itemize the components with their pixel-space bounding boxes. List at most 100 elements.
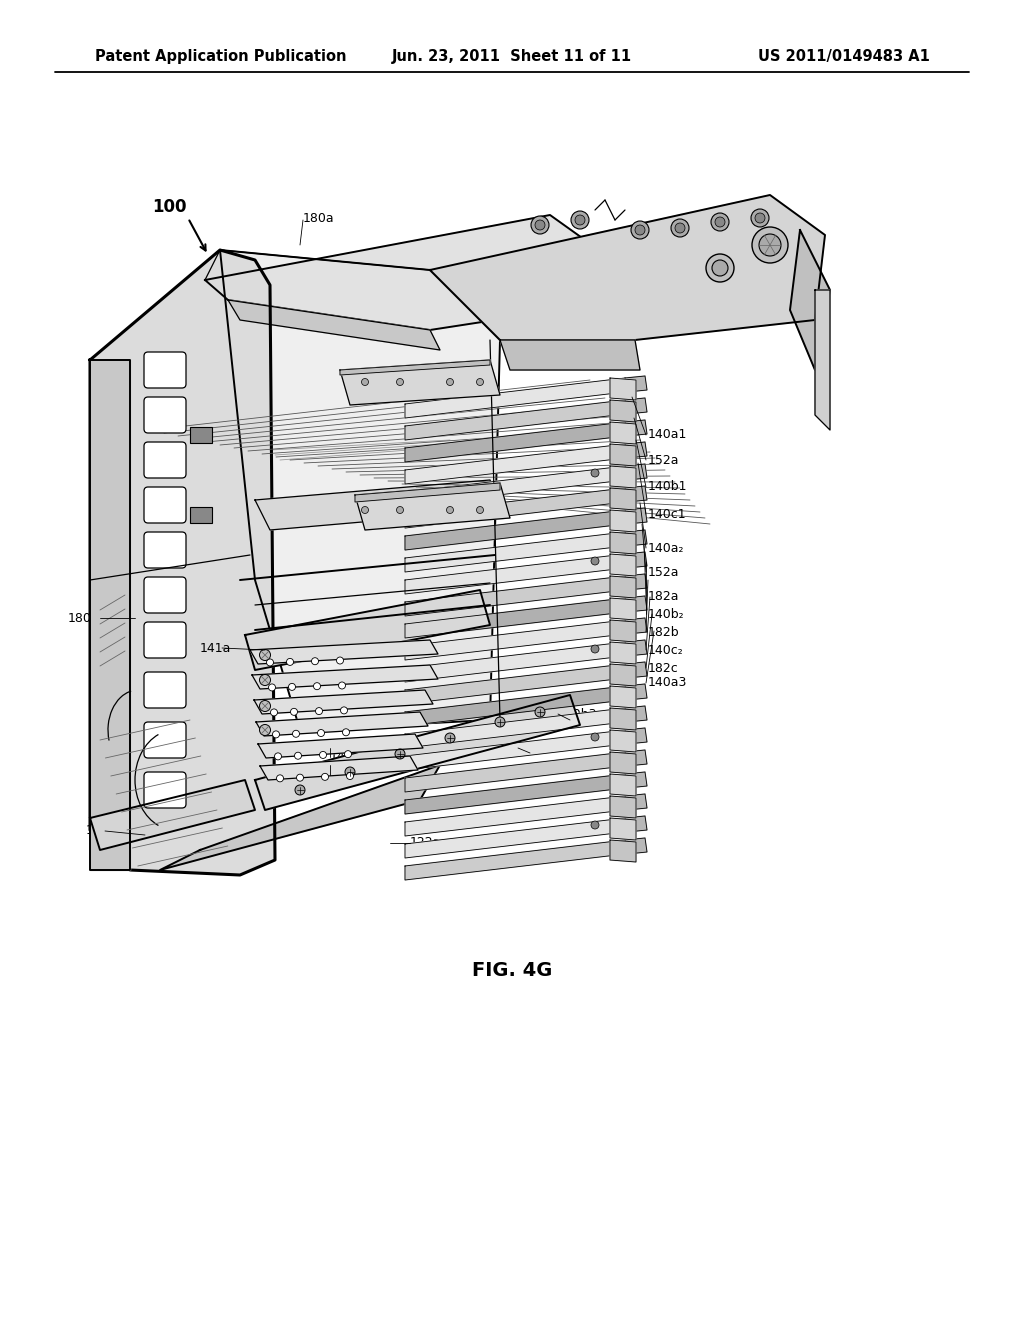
Circle shape — [575, 215, 585, 224]
Circle shape — [341, 708, 347, 714]
FancyBboxPatch shape — [144, 722, 186, 758]
Polygon shape — [406, 378, 625, 418]
Circle shape — [712, 260, 728, 276]
Circle shape — [751, 209, 769, 227]
Circle shape — [706, 253, 734, 282]
Circle shape — [446, 379, 454, 385]
Circle shape — [295, 785, 305, 795]
Circle shape — [297, 774, 303, 781]
Circle shape — [752, 227, 788, 263]
Circle shape — [711, 213, 729, 231]
Polygon shape — [610, 400, 636, 422]
Polygon shape — [610, 686, 636, 708]
Polygon shape — [625, 531, 647, 546]
Circle shape — [631, 220, 649, 239]
Polygon shape — [625, 465, 647, 480]
Circle shape — [259, 675, 270, 685]
Text: 100: 100 — [152, 198, 186, 216]
Circle shape — [313, 682, 321, 689]
Circle shape — [591, 557, 599, 565]
Polygon shape — [258, 734, 423, 758]
Polygon shape — [406, 466, 625, 506]
Polygon shape — [610, 708, 636, 730]
Circle shape — [535, 220, 545, 230]
Polygon shape — [406, 752, 625, 792]
Polygon shape — [625, 640, 647, 656]
Polygon shape — [252, 665, 438, 689]
Polygon shape — [625, 399, 647, 414]
Circle shape — [755, 213, 765, 223]
Polygon shape — [610, 576, 636, 598]
Polygon shape — [90, 249, 275, 875]
Polygon shape — [255, 696, 580, 810]
Polygon shape — [90, 360, 130, 870]
Polygon shape — [625, 442, 647, 458]
FancyBboxPatch shape — [144, 352, 186, 388]
Circle shape — [259, 649, 270, 660]
Circle shape — [535, 708, 545, 717]
Circle shape — [339, 682, 345, 689]
Circle shape — [319, 751, 327, 759]
Circle shape — [591, 821, 599, 829]
Polygon shape — [160, 766, 440, 870]
Polygon shape — [610, 796, 636, 818]
Text: 140a3: 140a3 — [648, 676, 687, 689]
Polygon shape — [625, 838, 647, 854]
FancyBboxPatch shape — [144, 772, 186, 808]
FancyBboxPatch shape — [144, 487, 186, 523]
Polygon shape — [90, 780, 255, 850]
Polygon shape — [610, 422, 636, 444]
Polygon shape — [610, 554, 636, 576]
Circle shape — [266, 659, 273, 667]
Circle shape — [396, 379, 403, 385]
Circle shape — [395, 748, 406, 759]
Polygon shape — [625, 486, 647, 502]
Polygon shape — [406, 400, 625, 440]
Polygon shape — [406, 730, 625, 770]
Polygon shape — [255, 480, 500, 531]
Text: 140b1: 140b1 — [648, 480, 687, 494]
Polygon shape — [220, 249, 500, 730]
Text: 141c: 141c — [330, 768, 360, 781]
Polygon shape — [610, 488, 636, 510]
Circle shape — [315, 708, 323, 714]
Bar — [190, 426, 212, 444]
Polygon shape — [610, 730, 636, 752]
Polygon shape — [340, 360, 500, 405]
Polygon shape — [625, 618, 647, 634]
Polygon shape — [610, 466, 636, 488]
Circle shape — [759, 234, 781, 256]
Text: 182a: 182a — [648, 590, 680, 602]
Text: 141a: 141a — [200, 642, 231, 655]
FancyBboxPatch shape — [144, 622, 186, 657]
FancyBboxPatch shape — [144, 577, 186, 612]
Polygon shape — [610, 642, 636, 664]
Polygon shape — [256, 711, 428, 737]
Circle shape — [270, 709, 278, 715]
Polygon shape — [245, 590, 490, 671]
Circle shape — [671, 219, 689, 238]
FancyBboxPatch shape — [144, 672, 186, 708]
Polygon shape — [406, 708, 625, 748]
Circle shape — [715, 216, 725, 227]
Circle shape — [675, 223, 685, 234]
Circle shape — [259, 701, 270, 711]
Polygon shape — [625, 729, 647, 744]
Polygon shape — [406, 620, 625, 660]
Polygon shape — [406, 686, 625, 726]
Polygon shape — [406, 598, 625, 638]
Circle shape — [344, 751, 351, 758]
Polygon shape — [610, 774, 636, 796]
Polygon shape — [610, 444, 636, 466]
Polygon shape — [625, 663, 647, 678]
Circle shape — [476, 507, 483, 513]
Polygon shape — [625, 795, 647, 810]
Circle shape — [276, 775, 284, 781]
Circle shape — [361, 379, 369, 385]
Text: 152a: 152a — [648, 454, 680, 466]
Circle shape — [295, 752, 301, 759]
Polygon shape — [406, 422, 625, 462]
Circle shape — [268, 684, 275, 690]
Circle shape — [445, 733, 455, 743]
Polygon shape — [625, 552, 647, 568]
